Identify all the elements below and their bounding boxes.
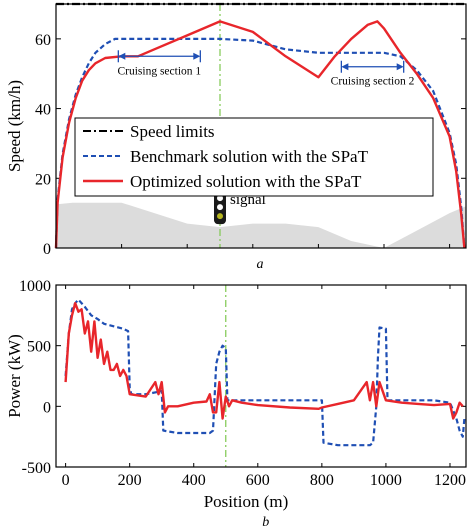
legend-entry: Optimized solution with the SPaT — [130, 172, 362, 191]
benchmark-solution-with-the-spat-line — [64, 298, 466, 447]
arrow-head — [193, 52, 201, 60]
power-plot-frame — [55, 284, 467, 468]
x-tick-label: 200 — [118, 472, 142, 489]
terrain-profile — [56, 202, 466, 248]
y-tick-label: 0 — [43, 399, 51, 416]
optimized-solution-with-the-spat-line — [64, 302, 464, 420]
speed-chart: 0 20 40 60 Cruising section 1 Cruising secti… — [5, 2, 467, 272]
x-tick-label: 1000 — [370, 472, 402, 489]
power-chart: 0 200 400 600 800 1000 1200 -500 0 500 1000 Power … — [5, 278, 467, 530]
y-tick-label: -500 — [22, 460, 51, 477]
y-tick-label: 1000 — [19, 278, 51, 295]
cruising-section-label: Cruising section 1 — [117, 65, 201, 77]
legend-box — [74, 117, 434, 197]
arrow-head — [118, 52, 126, 60]
speed-y-axis-label: Speed (km/h) — [5, 80, 24, 172]
panel-label-b: b — [262, 515, 269, 530]
power-y-axis-label: Power (kW) — [5, 334, 24, 418]
speed-y-axis: 0 20 40 60 — [35, 32, 466, 258]
arrow-head — [341, 63, 349, 71]
y-tick-label: 60 — [35, 32, 51, 49]
terrain-area — [56, 202, 466, 248]
x-tick-label: 600 — [246, 472, 270, 489]
x-tick-label: 800 — [310, 472, 334, 489]
y-tick-label: 20 — [35, 171, 51, 188]
panel-label-a: a — [257, 257, 264, 272]
legend-entry: Speed limits — [130, 122, 215, 141]
legend: Speed limits Benchmark solution with the … — [74, 117, 434, 197]
power-x-axis-label: Position (m) — [204, 492, 289, 511]
power-series — [64, 285, 466, 467]
optimized-solution-with-the-spat-line — [54, 20, 466, 249]
x-tick-label: 1200 — [434, 472, 466, 489]
arrow-head — [396, 63, 404, 71]
legend-entry: Benchmark solution with the SPaT — [130, 147, 369, 166]
x-tick-label: 0 — [62, 472, 70, 489]
y-tick-label: 40 — [35, 102, 51, 119]
benchmark-solution-with-the-spat-line — [54, 37, 466, 249]
cruising-section-label: Cruising section 2 — [331, 76, 415, 88]
traffic-light-lamp — [216, 212, 224, 220]
x-tick-label: 400 — [182, 472, 206, 489]
traffic-light-lamp — [216, 203, 224, 211]
speed-plot-frame — [55, 3, 467, 249]
traffic-light-icon — [214, 192, 226, 225]
y-tick-label: 0 — [43, 241, 51, 258]
y-tick-label: 500 — [27, 339, 51, 356]
power-axes: 0 200 400 600 800 1000 1200 -500 0 500 1000 — [19, 278, 466, 489]
